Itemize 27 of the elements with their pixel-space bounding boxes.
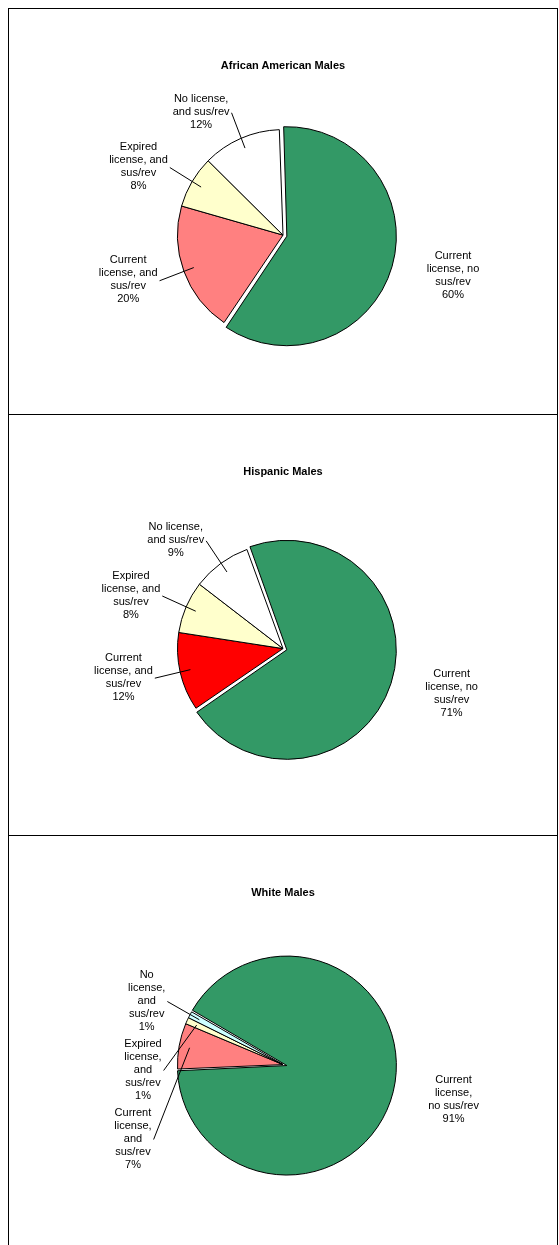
chart-title: African American Males [220,58,346,71]
data-label: 91% [442,1111,465,1124]
slice-label: No license, and sus/rev [172,91,231,117]
data-label: 8% [130,179,147,192]
data-label: 1% [138,1019,155,1032]
chart-title: Hispanic Males [243,464,323,477]
data-label: 20% [117,292,140,305]
slice-label: Current license, and sus/rev [94,650,153,689]
chart-title: White Males [251,885,315,898]
data-label: 71% [440,705,463,718]
data-label: 12% [190,117,213,130]
slice-label: Current license, no sus/rev [426,248,480,287]
slice-label: Current license, no sus/rev [428,1072,480,1111]
slice-label: No license, and sus/rev [147,519,205,545]
data-label: 7% [125,1157,142,1170]
data-label: 60% [441,287,465,300]
data-label: 1% [135,1088,152,1101]
data-label: 12% [112,689,135,702]
slice-label: Expired license, and sus/rev [101,568,161,607]
slice-label: Expired license, and sus/rev [109,140,168,179]
slice-label: Current license, and sus/rev [98,253,158,292]
slice-label: Current license, and sus/rev [114,1105,152,1157]
slice-label: No license, and sus/rev [128,967,166,1019]
slice-label: Expired license, and sus/rev [124,1036,162,1088]
data-label: 8% [122,607,140,620]
slice-label: Current license, no sus/rev [425,666,478,705]
data-label: 9% [167,545,184,558]
